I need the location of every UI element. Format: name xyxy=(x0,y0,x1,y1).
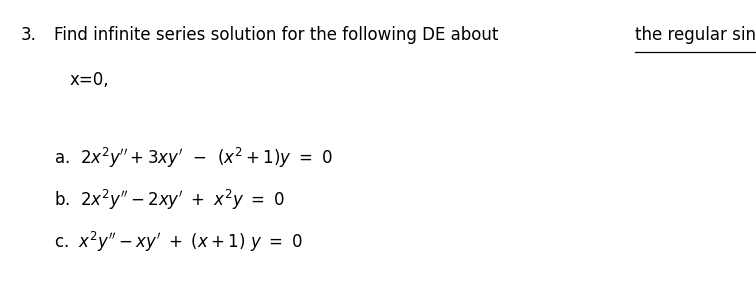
Text: the regular singular point: the regular singular point xyxy=(634,26,756,44)
Text: x=0,: x=0, xyxy=(70,71,109,89)
Text: a.  $2x^2y'' + 3xy'\ \ \mathrm{-}\ \ (x^2 + 1)y\ =\ 0$: a. $2x^2y'' + 3xy'\ \ \mathrm{-}\ \ (x^2… xyxy=(54,146,333,170)
Text: b.  $2x^2y'' - 2xy'\ +\ x^2 y\ =\ 0$: b. $2x^2y'' - 2xy'\ +\ x^2 y\ =\ 0$ xyxy=(54,188,285,212)
Text: Find infinite series solution for the following DE about: Find infinite series solution for the fo… xyxy=(54,26,504,44)
Text: c.  $x^2y'' - xy'\ +\ (x + 1)\ y\ =\ 0$: c. $x^2y'' - xy'\ +\ (x + 1)\ y\ =\ 0$ xyxy=(54,230,303,254)
Text: 3.: 3. xyxy=(21,26,37,44)
